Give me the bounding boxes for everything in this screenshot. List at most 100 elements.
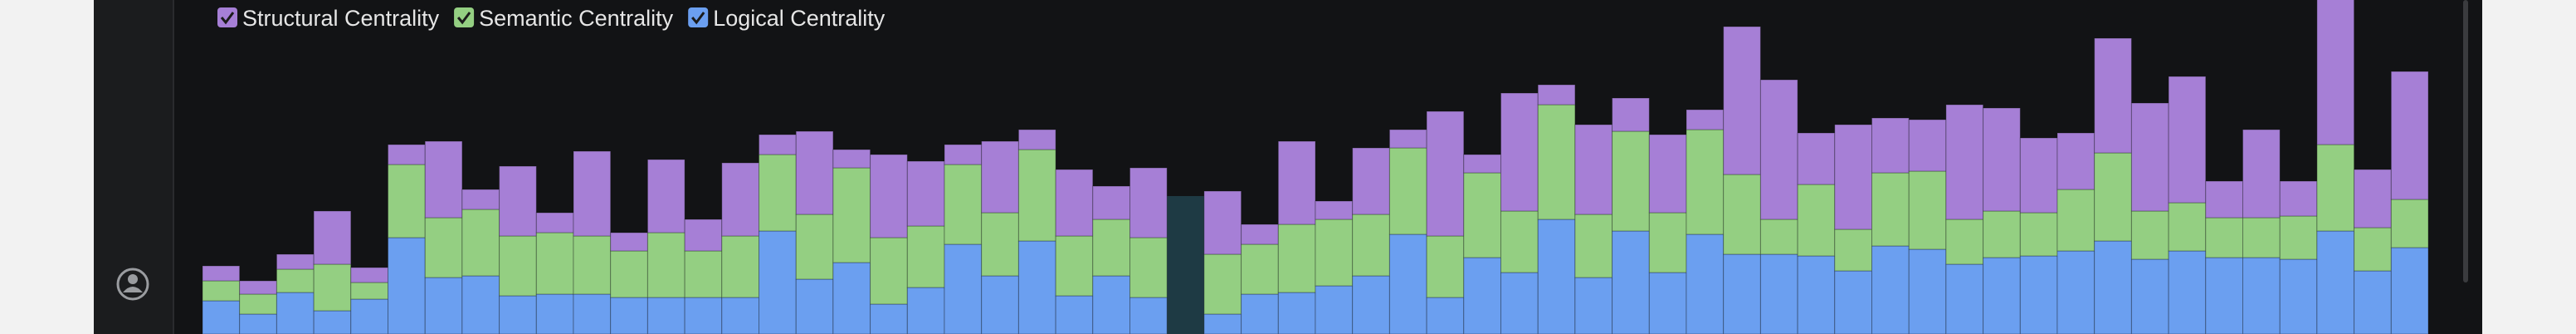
- bar-segment: [1426, 111, 1465, 237]
- bar-segment: [2390, 71, 2429, 200]
- bar-segment: [1500, 92, 1539, 212]
- legend-item[interactable]: Logical Centrality: [688, 6, 886, 31]
- bar-segment: [2279, 215, 2318, 260]
- bar-segment: [1871, 172, 1910, 247]
- bar-segment: [1908, 119, 1947, 172]
- bar-segment: [424, 217, 463, 278]
- bar-segment: [388, 237, 426, 334]
- bar-segment: [1352, 214, 1390, 277]
- bar-segment: [759, 154, 797, 232]
- bar-segment: [2390, 247, 2429, 334]
- bar-segment: [1686, 233, 1725, 334]
- avatar-button[interactable]: [116, 268, 149, 301]
- bar-segment: [2354, 169, 2392, 228]
- bar-segment: [1574, 277, 1613, 334]
- bar-segment: [2205, 257, 2244, 334]
- bar-segment: [350, 282, 388, 300]
- bar-segment: [1759, 253, 1798, 334]
- legend-checkbox: [688, 7, 709, 27]
- bar-segment: [535, 293, 574, 334]
- bar-segment: [1983, 210, 2021, 258]
- bar-segment: [1574, 214, 1613, 278]
- bar-segment: [759, 134, 797, 155]
- bar-segment: [1055, 169, 1094, 237]
- bar-segment: [499, 235, 537, 297]
- legend-item[interactable]: Semantic Centrality: [454, 6, 674, 31]
- bar-segment: [1834, 124, 1873, 230]
- bar-segment: [1500, 210, 1539, 273]
- bar-segment: [1648, 212, 1687, 273]
- bar-segment: [1277, 223, 1316, 293]
- bar-segment: [1203, 253, 1242, 315]
- bar-segment: [2094, 37, 2132, 154]
- bar-segment: [1315, 285, 1354, 334]
- scrollbar: [2463, 0, 2468, 282]
- bar-segment: [1388, 147, 1427, 235]
- bar-segment: [350, 298, 388, 334]
- bar-segment: [276, 253, 315, 270]
- bar-segment: [573, 235, 612, 295]
- bar-segment: [1092, 275, 1131, 334]
- bar-segment: [276, 292, 315, 334]
- bar-segment: [721, 297, 759, 334]
- bar-segment: [1759, 219, 1798, 255]
- bar-segment: [832, 167, 871, 263]
- bar-segment: [2354, 227, 2392, 272]
- bar-segment: [461, 275, 500, 334]
- bar-segment: [870, 303, 908, 334]
- bar-segment: [1315, 219, 1354, 287]
- bar-segment: [870, 237, 908, 305]
- bar-segment: [1463, 172, 1502, 258]
- bar-segment: [795, 214, 834, 280]
- legend-item[interactable]: Structural Centrality: [217, 6, 440, 31]
- bar-segment: [1129, 167, 1168, 238]
- bar-segment: [499, 295, 537, 334]
- bar-segment: [2130, 102, 2169, 212]
- bar-segment: [1797, 184, 1836, 257]
- bar-segment: [388, 144, 426, 165]
- bar-segment: [1463, 154, 1502, 174]
- bar-segment: [1241, 223, 1279, 245]
- bar-segment: [981, 212, 1019, 277]
- bar-segment: [944, 243, 983, 334]
- bar-segment: [276, 268, 315, 293]
- bar-segment: [535, 232, 574, 295]
- bar-segment: [906, 225, 945, 288]
- bar-segment: [2354, 270, 2392, 334]
- bar-segment: [461, 189, 500, 210]
- bar-segment: [1388, 129, 1427, 149]
- bar-segment: [573, 150, 612, 237]
- bar-segment: [1686, 129, 1725, 235]
- bar-segment: [499, 165, 537, 237]
- bar-segment: [684, 250, 723, 298]
- bar-segment: [906, 160, 945, 227]
- bar-segment: [1834, 228, 1873, 272]
- bar-segment: [1500, 272, 1539, 334]
- legend-checkbox: [454, 7, 475, 27]
- bar-segment: [1203, 313, 1242, 334]
- bar-segment: [2056, 250, 2095, 334]
- bar-segment: [1612, 230, 1650, 334]
- legend-checkbox: [217, 7, 237, 27]
- bar-segment: [2242, 217, 2281, 258]
- bar-segment: [424, 140, 463, 219]
- bar-segment: [1241, 293, 1279, 334]
- bar-segment: [2279, 180, 2318, 217]
- bar-segment: [1388, 233, 1427, 334]
- hover-highlight: [1167, 196, 1204, 334]
- bar-segment: [1315, 200, 1354, 220]
- bar-segment: [573, 293, 612, 334]
- bar-segment: [1945, 219, 1984, 265]
- bar-segment: [646, 297, 685, 334]
- bar-segment: [906, 287, 945, 334]
- bar-segment: [1017, 149, 1056, 242]
- bar-segment: [684, 297, 723, 334]
- bar-segment: [1352, 275, 1390, 334]
- avatar-ring: [116, 268, 149, 301]
- bar-segment: [239, 280, 277, 295]
- bar-segment: [1686, 109, 1725, 130]
- bar-segment: [1723, 26, 1761, 175]
- bar-segment: [721, 235, 759, 298]
